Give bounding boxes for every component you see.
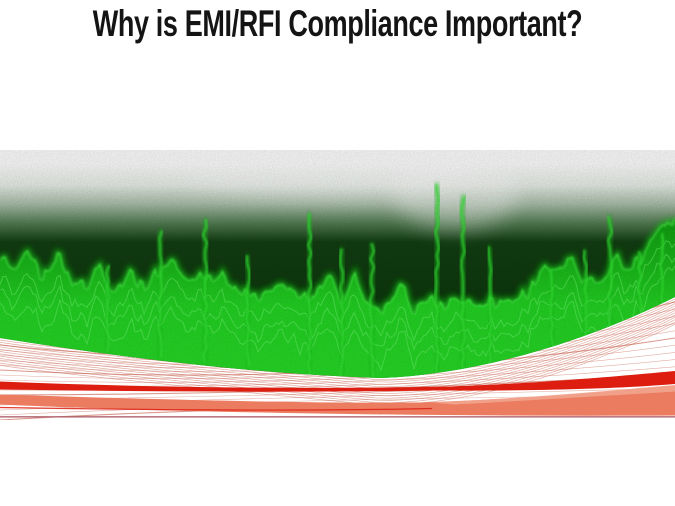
- coral-swoosh-band: [0, 385, 675, 416]
- green-noise-field: [0, 150, 675, 378]
- red-swoosh-band: [0, 371, 675, 392]
- coral-light-sliver: [430, 385, 675, 405]
- banner-baseline-rule: [0, 416, 675, 418]
- red-swoosh-area: [0, 298, 675, 420]
- swoosh-hairlines: [0, 298, 675, 420]
- waveform-traces: [0, 183, 675, 378]
- slide-title: Why is EMI/RFI Compliance Important?: [92, 3, 583, 44]
- thin-red-line: [0, 406, 433, 411]
